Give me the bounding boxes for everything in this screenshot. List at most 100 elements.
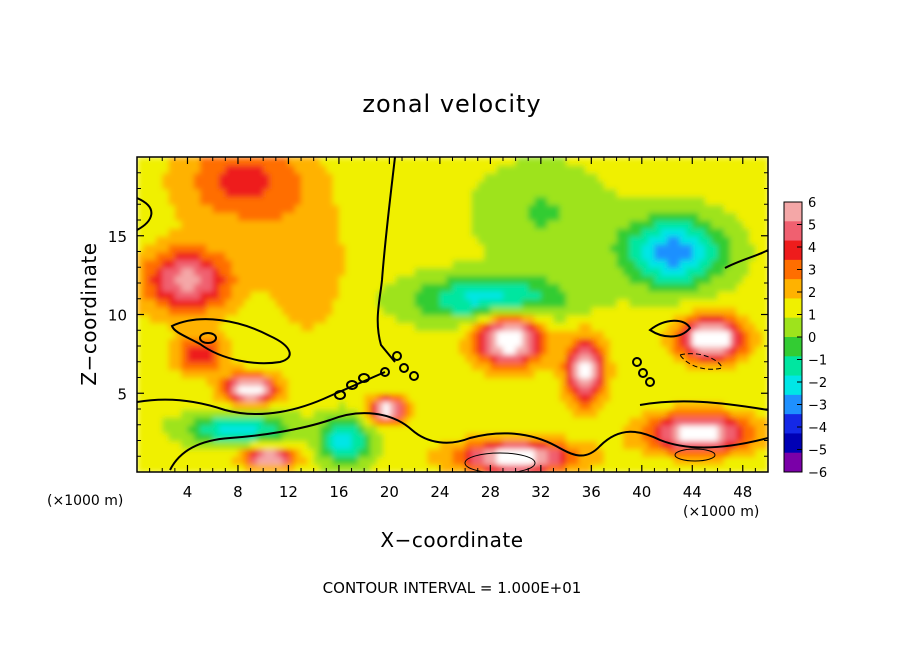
field-cell <box>332 353 340 363</box>
field-cell <box>711 204 719 213</box>
field-cell <box>439 353 447 363</box>
field-cell <box>244 157 252 166</box>
field-cell <box>263 424 271 434</box>
field-cell <box>578 393 586 402</box>
field-cell <box>528 330 536 339</box>
field-cell <box>723 464 731 472</box>
field-cell <box>685 377 694 387</box>
field-cell <box>622 377 630 387</box>
field-cell <box>704 440 713 450</box>
field-cell <box>736 369 744 379</box>
field-cell <box>433 259 441 269</box>
field-cell <box>458 212 466 221</box>
field-cell <box>402 448 410 458</box>
field-cell <box>294 275 302 284</box>
x-tick-label: 16 <box>329 483 348 501</box>
field-cell <box>364 464 372 472</box>
field-cell <box>761 377 768 387</box>
field-cell <box>540 377 548 387</box>
field-cell <box>345 346 353 355</box>
field-cell <box>193 330 201 339</box>
field-cell <box>174 416 182 426</box>
field-cell <box>357 180 365 190</box>
field-cell <box>673 346 681 355</box>
field-cell <box>736 164 744 174</box>
field-cell <box>137 283 145 292</box>
field-cell <box>471 401 479 410</box>
field-cell <box>717 204 725 213</box>
field-cell <box>244 259 252 269</box>
field-cell <box>446 212 454 221</box>
field-cell <box>648 409 656 418</box>
field-cell <box>704 204 713 213</box>
field-cell <box>383 306 391 316</box>
field-cell <box>591 283 599 292</box>
field-cell <box>667 424 675 434</box>
field-cell <box>244 440 252 450</box>
field-cell <box>521 432 530 442</box>
y-tick-label: 10 <box>108 307 127 325</box>
field-cell <box>685 188 694 198</box>
field-cell <box>181 220 189 229</box>
field-cell <box>137 204 145 213</box>
field-cell <box>338 314 347 324</box>
field-cell <box>439 440 447 450</box>
field-cell <box>667 306 675 316</box>
field-cell <box>414 448 422 458</box>
field-cell <box>452 314 460 324</box>
field-cell <box>250 416 258 426</box>
field-cell <box>465 259 473 269</box>
field-cell <box>137 220 145 229</box>
field-cell <box>603 440 612 450</box>
field-cell <box>685 259 694 269</box>
field-cell <box>458 188 466 198</box>
field-cell <box>408 235 416 245</box>
field-cell <box>288 440 296 450</box>
field-cell <box>307 448 315 458</box>
field-cell <box>420 464 429 472</box>
field-cell <box>591 409 599 418</box>
field-cell <box>641 393 649 402</box>
field-cell <box>319 338 328 347</box>
field-cell <box>439 401 447 410</box>
field-cell <box>294 330 302 339</box>
field-cell <box>679 212 687 221</box>
field-cell <box>484 227 492 237</box>
field-cell <box>168 314 176 324</box>
field-cell <box>585 251 593 261</box>
field-cell <box>578 212 586 221</box>
field-cell <box>572 290 580 300</box>
field-cell <box>572 409 580 418</box>
field-cell <box>256 259 264 269</box>
field-cell <box>408 204 416 213</box>
field-cell <box>200 220 208 229</box>
field-cell <box>603 432 612 442</box>
field-cell <box>402 235 410 245</box>
field-cell <box>452 330 460 339</box>
field-cell <box>704 377 713 387</box>
field-cell <box>603 393 612 402</box>
field-cell <box>711 180 719 190</box>
field-cell <box>332 338 340 347</box>
field-cell <box>143 220 151 229</box>
field-cell <box>749 346 757 355</box>
field-cell <box>730 290 738 300</box>
field-cell <box>534 322 542 332</box>
field-cell <box>225 251 233 261</box>
field-cell <box>603 196 612 206</box>
field-cell <box>376 440 384 450</box>
field-cell <box>237 212 246 221</box>
field-cell <box>370 298 378 308</box>
field-cell <box>723 456 731 465</box>
field-cell <box>383 361 391 371</box>
field-cell <box>357 424 365 434</box>
field-cell <box>345 164 353 174</box>
field-cell <box>509 353 517 363</box>
field-cell <box>408 338 416 347</box>
field-cell <box>319 369 328 379</box>
field-cell <box>288 361 296 371</box>
field-cell <box>502 243 511 253</box>
field-cell <box>212 212 220 221</box>
field-cell <box>496 369 504 379</box>
field-cell <box>477 283 485 292</box>
